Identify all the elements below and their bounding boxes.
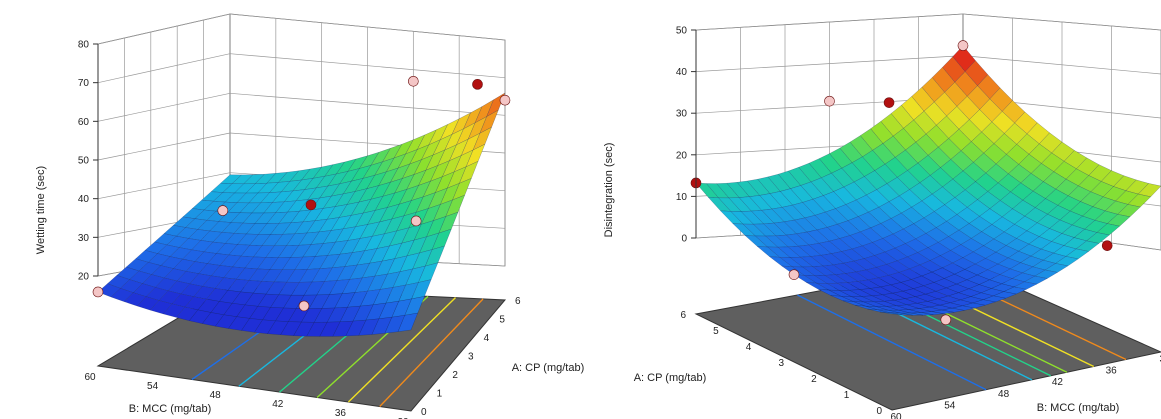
y-tick-label: 0 xyxy=(421,407,427,418)
x-tick-label: 36 xyxy=(335,408,347,419)
floor-contour-line xyxy=(379,298,484,407)
z-axis-title: Disintegration (sec) xyxy=(603,143,615,238)
z-tick-label: 70 xyxy=(78,78,90,89)
design-point xyxy=(940,314,952,326)
z-tick-label: 50 xyxy=(676,26,688,37)
z-tick-label: 80 xyxy=(78,40,90,51)
design-point xyxy=(410,215,422,227)
z-tick-label: 0 xyxy=(681,234,687,245)
x-tick-label: 60 xyxy=(890,412,902,419)
design-point xyxy=(957,40,969,51)
y-tick-label: 4 xyxy=(746,342,752,353)
design-point xyxy=(788,269,800,280)
x-tick-label: 30 xyxy=(1159,354,1161,365)
y-tick-label: 5 xyxy=(499,315,505,326)
design-point xyxy=(472,79,483,90)
design-point xyxy=(408,76,419,87)
y-tick-label: 6 xyxy=(515,296,521,307)
y-axis-title: A: CP (mg/tab) xyxy=(512,362,585,374)
design-point xyxy=(883,97,895,108)
x-axis-title: B: MCC (mg/tab) xyxy=(129,403,212,415)
left-wall-gridline xyxy=(97,132,231,161)
z-tick-label: 30 xyxy=(676,109,688,120)
z-tick-label: 10 xyxy=(676,192,688,203)
y-tick-label: 6 xyxy=(680,310,686,321)
floor-contour-line xyxy=(347,297,456,403)
x-tick-label: 42 xyxy=(1052,377,1064,388)
z-tick-label: 40 xyxy=(676,67,688,78)
design-point xyxy=(1101,240,1113,251)
y-axis-title: A: CP (mg/tab) xyxy=(634,372,707,384)
left-wall-gridline xyxy=(97,13,231,45)
z-axis-title: Wetting time (sec) xyxy=(35,166,47,254)
design-point xyxy=(298,300,310,312)
y-tick-label: 3 xyxy=(778,358,784,369)
design-point xyxy=(305,199,317,211)
x-tick-label: 36 xyxy=(1106,366,1118,377)
z-tick-label: 50 xyxy=(78,156,90,167)
surface-facet xyxy=(879,311,903,315)
floor-contour-line xyxy=(797,294,987,391)
left-wall-gridline xyxy=(97,172,231,200)
y-tick-label: 3 xyxy=(468,352,474,363)
surface-facet xyxy=(397,312,418,332)
left-wall-gridline xyxy=(97,53,231,84)
z-tick-label: 40 xyxy=(78,194,90,205)
design-point xyxy=(217,205,229,216)
y-tick-label: 0 xyxy=(876,406,882,417)
y-tick-label: 1 xyxy=(844,390,850,401)
x-tick-label: 48 xyxy=(210,390,222,401)
x-tick-label: 54 xyxy=(944,400,956,411)
design-point xyxy=(824,95,835,107)
z-tick-label: 30 xyxy=(78,233,90,244)
x-tick-label: 60 xyxy=(84,372,96,383)
x-tick-label: 42 xyxy=(272,399,284,410)
left-wall-gridline xyxy=(97,92,231,122)
x-tick-label: 54 xyxy=(147,381,159,392)
x-tick-label: 48 xyxy=(998,389,1010,400)
z-tick-label: 20 xyxy=(676,150,688,161)
design-point xyxy=(499,94,511,106)
x-axis-title: B: MCC (mg/tab) xyxy=(1037,402,1120,414)
y-tick-label: 2 xyxy=(452,370,458,381)
design-point xyxy=(92,286,104,298)
y-tick-label: 2 xyxy=(811,374,817,385)
y-tick-label: 4 xyxy=(484,333,490,344)
z-tick-label: 20 xyxy=(78,272,90,283)
y-tick-label: 5 xyxy=(713,326,719,337)
x-tick-label: 30 xyxy=(397,417,409,419)
z-tick-label: 60 xyxy=(78,117,90,128)
y-tick-label: 1 xyxy=(437,389,443,400)
